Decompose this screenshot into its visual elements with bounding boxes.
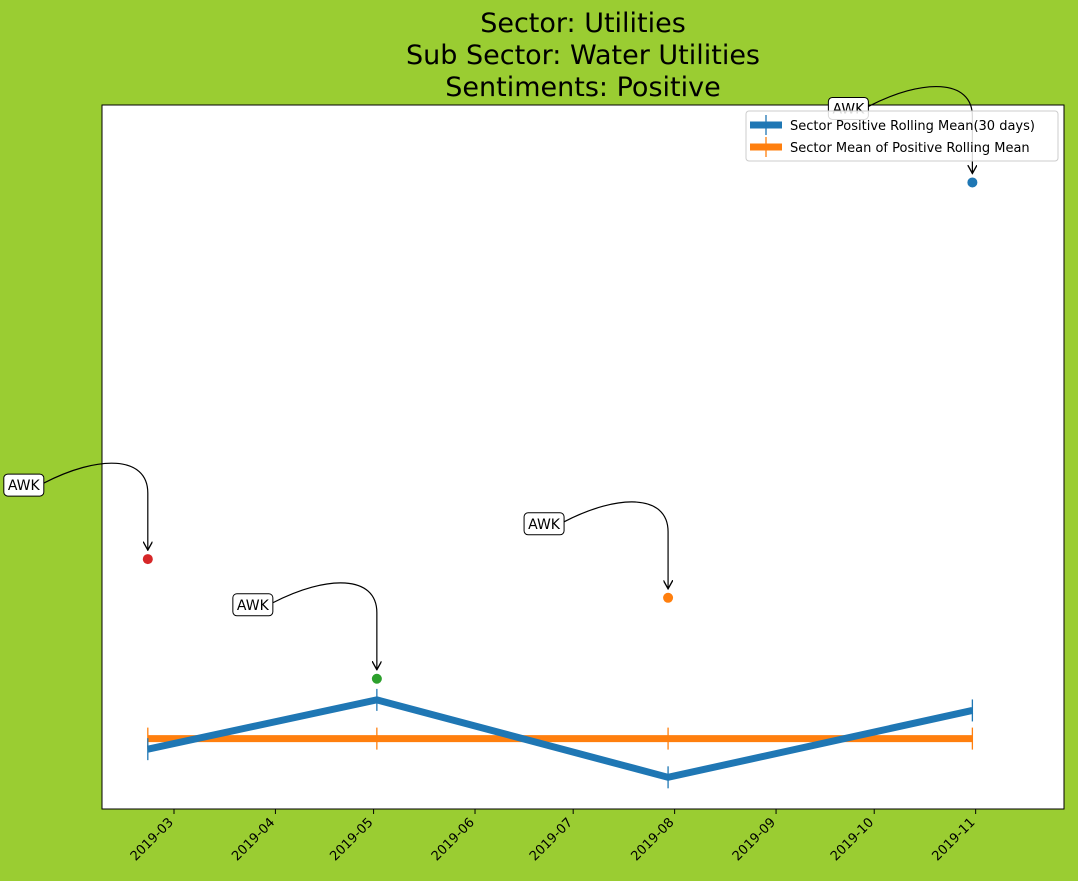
scatter-point [371,673,382,684]
annotation-arrow [43,462,148,550]
x-axis: 2019-03 2019-04 2019-05 2019-06 2019-07 2019-… [128,809,978,864]
annotation-box [3,473,45,497]
annotation-box [232,593,274,617]
x-tick-label: 2019-11 [929,815,978,864]
x-tick-label: 2019-04 [229,815,278,864]
legend: Sector Positive Rolling Mean(30 days) Sec… [745,110,1059,162]
x-tick-label: 2019-03 [128,815,177,864]
legend-frame [745,110,1059,162]
annotation-arrow [563,501,668,589]
legend-entry-label: Sector Positive Rolling Mean(30 days) [790,119,1035,134]
legend-entry-label: Sector Mean of Positive Rolling Mean [790,141,1030,156]
annotation-arrow [272,582,377,670]
x-tick-label: 2019-08 [628,815,677,864]
chart-title-line-1: Sector: Utilities [480,8,686,39]
scatter-point [967,177,978,188]
series-line [147,696,974,781]
annotation-label: AWK [8,478,41,494]
chart-title-line-3: Sentiments: Positive [445,72,720,103]
plot-area [101,104,1065,810]
scatter-points [142,177,978,684]
x-tick-label: 2019-07 [527,815,576,864]
scatter-point [142,554,153,565]
x-tick-label: 2019-09 [730,815,779,864]
chart-title-line-2: Sub Sector: Water Utilities [406,40,760,71]
x-tick-label: 2019-05 [327,815,376,864]
x-tick-label: 2019-10 [828,815,877,864]
scatter-point [663,592,674,603]
annotation-box [523,512,565,536]
chart-title: Sector: Utilities Sub Sector: Water Util… [406,8,760,103]
x-tick-label: 2019-06 [429,815,478,864]
series-layer [147,688,974,789]
annotation-label: AWK [237,598,270,614]
annotation-label: AWK [528,517,561,533]
